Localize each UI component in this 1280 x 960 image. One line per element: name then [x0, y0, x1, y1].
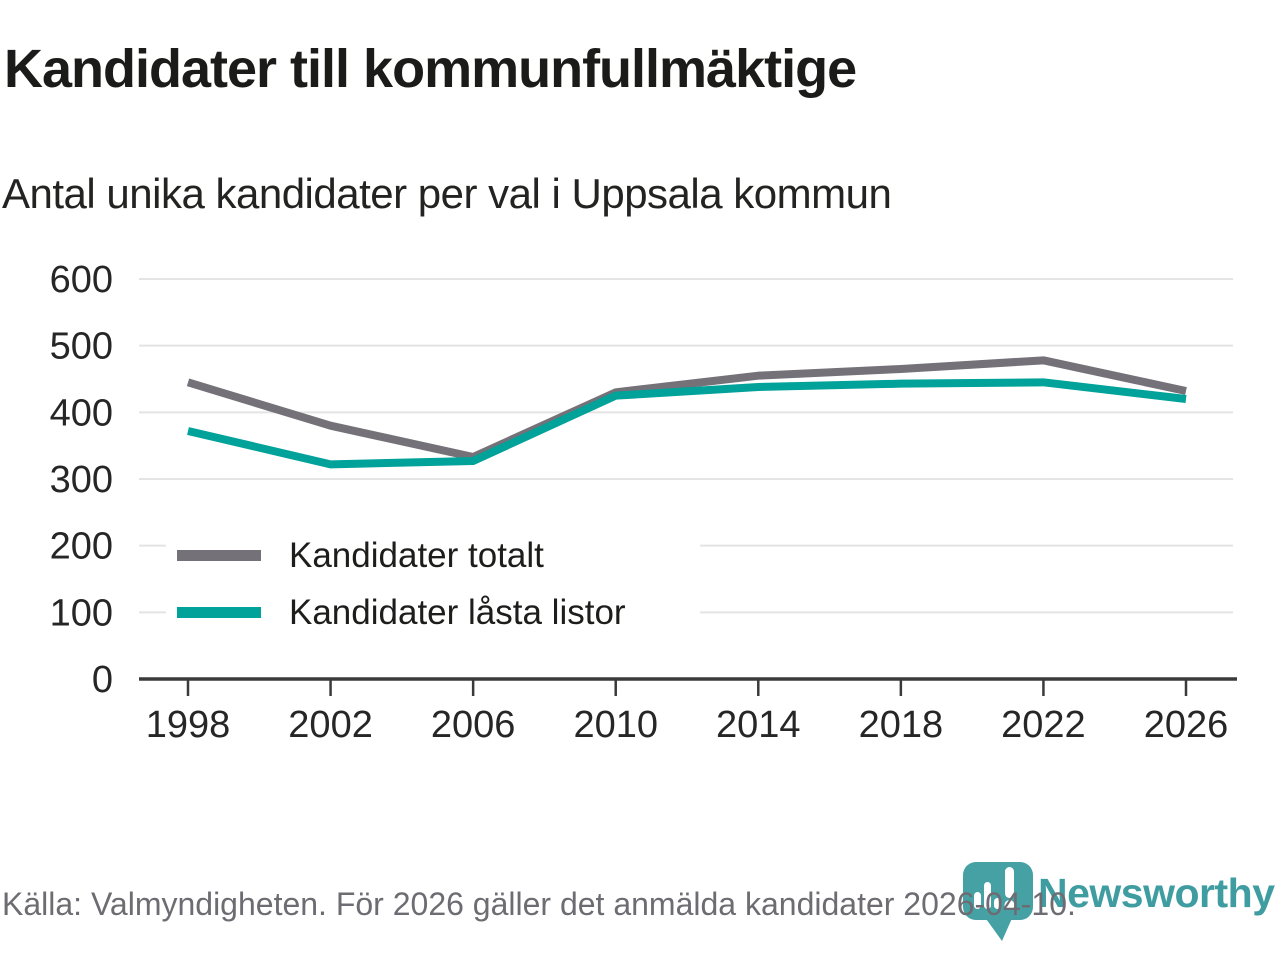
x-tick-label: 2006: [431, 704, 516, 746]
legend-label-totalt: Kandidater totalt: [289, 535, 544, 575]
series-line-lasta-listor: [187, 378, 1187, 469]
x-tick-label: 2002: [288, 704, 373, 746]
y-tick-label: 300: [50, 459, 113, 501]
x-tick-label: 2026: [1144, 704, 1229, 746]
x-tick-label: 2018: [859, 704, 944, 746]
y-tick-label: 600: [50, 259, 113, 301]
y-tick-label: 200: [50, 526, 113, 568]
legend-swatch-totalt: [177, 550, 261, 561]
chart-legend: Kandidater totalt Kandidater låsta listo…: [166, 527, 700, 641]
y-tick-label: 0: [92, 659, 113, 701]
source-text: Källa: Valmyndigheten. För 2026 gäller d…: [2, 886, 1076, 922]
x-tick-label: 2022: [1001, 704, 1086, 746]
newsworthy-pin-icon: [963, 862, 1033, 941]
legend-swatch-lasta-listor: [177, 607, 261, 618]
page-title: Kandidater till kommunfullmäktige: [4, 39, 857, 99]
newsworthy-wordmark: Newsworthy: [1038, 870, 1275, 916]
y-tick-label: 500: [50, 326, 113, 368]
series-line-totalt: [186, 356, 1187, 461]
x-tick-label: 2010: [573, 704, 658, 746]
legend-item-lasta-listor: Kandidater låsta listor: [166, 584, 700, 641]
x-tick-label: 1998: [146, 704, 231, 746]
x-tick-label: 2014: [716, 704, 801, 746]
legend-item-totalt: Kandidater totalt: [166, 527, 700, 584]
y-tick-label: 100: [50, 592, 113, 634]
y-tick-label: 400: [50, 392, 113, 434]
chart-subtitle: Antal unika kandidater per val i Uppsala…: [2, 170, 892, 217]
newsworthy-logo: Newsworthy: [960, 858, 1275, 944]
legend-label-lasta-listor: Kandidater låsta listor: [289, 592, 626, 632]
